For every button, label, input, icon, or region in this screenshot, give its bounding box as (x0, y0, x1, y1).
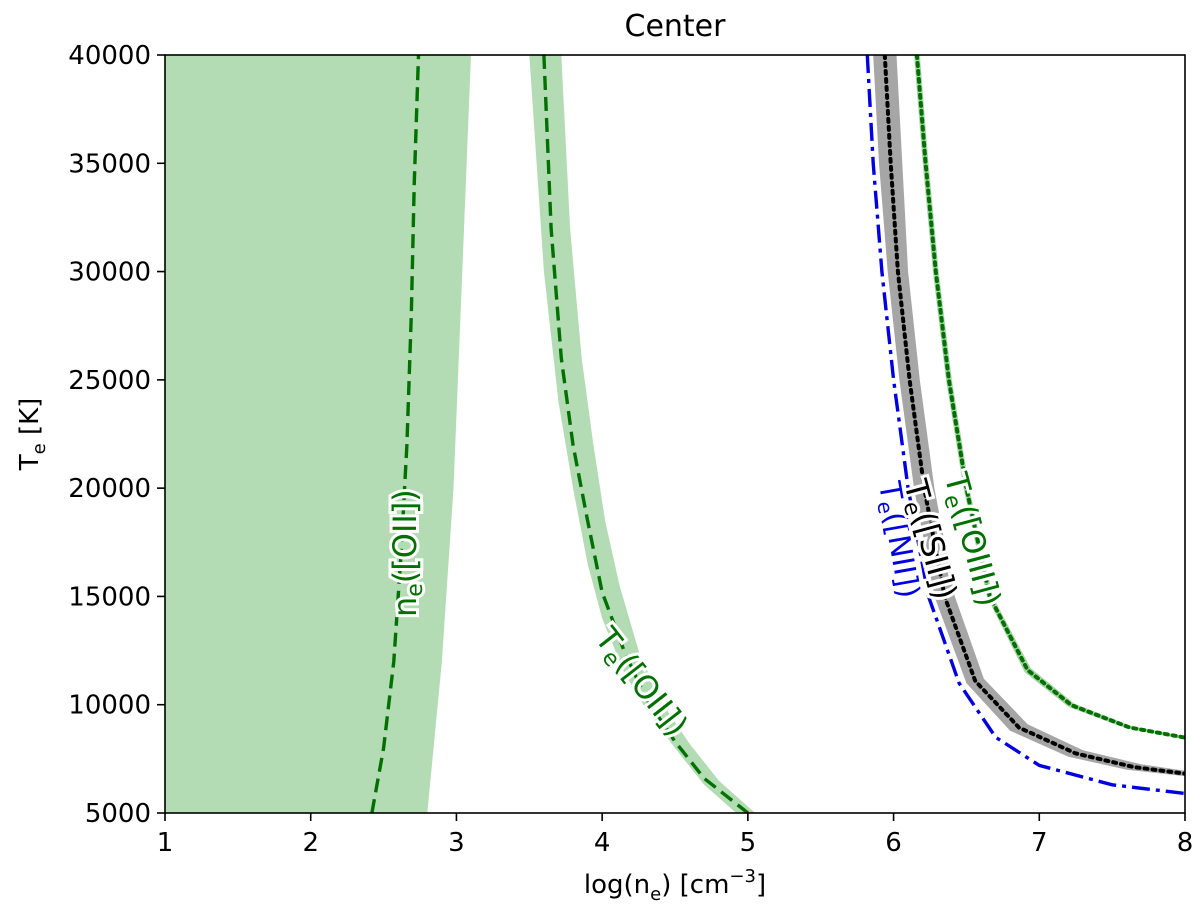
band-ne-oii-band (165, 55, 471, 813)
y-tick-label: 15000 (68, 582, 151, 612)
series-lines (370, 55, 1185, 813)
shaded-bands (165, 55, 1185, 813)
y-axis-ticks: 5000 10000 15000 20000 25000 30000 35000 40000 (68, 41, 165, 829)
band-te-oii-band (529, 55, 756, 813)
y-axis-label: Te [K] (15, 398, 50, 472)
y-tick-label: 40000 (68, 41, 151, 71)
series-line-te-sii (882, 55, 1185, 776)
x-axis-label: log(ne) [cm−3] (584, 866, 766, 905)
y-tick-label: 10000 (68, 691, 151, 721)
y-tick-label: 30000 (68, 258, 151, 288)
x-tick-label: 6 (885, 828, 902, 858)
x-axis-ticks: 1 2 3 4 5 6 7 8 (157, 813, 1194, 858)
series-line-te-oiii (914, 55, 1185, 740)
band-te-oiii-band (914, 55, 1185, 740)
x-tick-label: 8 (1177, 828, 1194, 858)
series-line-te-nii (865, 55, 1185, 796)
band-te-sii-band (873, 55, 1185, 777)
y-tick-label: 25000 (68, 366, 151, 396)
y-tick-label: 35000 (68, 149, 151, 179)
x-tick-label: 2 (302, 828, 319, 858)
plot-frame (164, 54, 1186, 814)
series-line-ne-oii (370, 55, 421, 813)
x-tick-label: 1 (157, 828, 174, 858)
y-tick-label: 20000 (68, 474, 151, 504)
x-tick-label: 3 (448, 828, 465, 858)
series-line-te-oii (542, 55, 749, 813)
curve-label-ne-oii: ne([OII]) (386, 489, 428, 617)
y-tick-label: 5000 (85, 799, 151, 829)
chart-title: Center (625, 9, 727, 44)
x-tick-label: 7 (1031, 828, 1048, 858)
x-tick-label: 4 (594, 828, 611, 858)
x-tick-label: 5 (740, 828, 757, 858)
